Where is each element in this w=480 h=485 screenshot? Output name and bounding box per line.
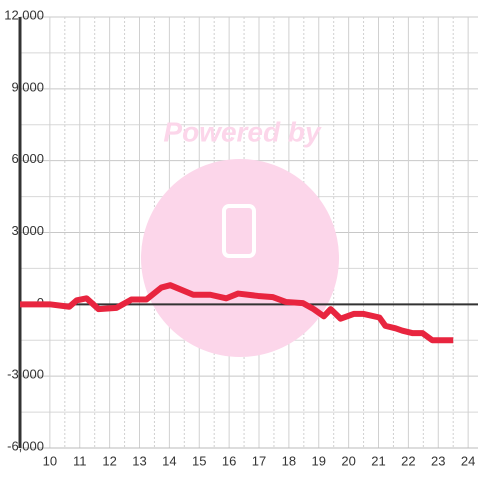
- x-tick-label: 23: [431, 453, 445, 468]
- x-tick-label: 17: [252, 453, 266, 468]
- x-tick-label: 12: [102, 453, 116, 468]
- x-tick-label: 19: [312, 453, 326, 468]
- x-tick-label: 21: [371, 453, 385, 468]
- y-tick-label: 6,000: [11, 151, 44, 166]
- y-tick-label: 12,000: [4, 7, 44, 22]
- watermark: Powered by: [141, 116, 339, 357]
- x-tick-label: 15: [192, 453, 206, 468]
- x-tick-label: 11: [73, 453, 87, 468]
- watermark-phone: [222, 204, 256, 258]
- x-tick-label: 10: [43, 453, 57, 468]
- x-tick-label: 24: [461, 453, 475, 468]
- watermark-text: Powered by: [163, 116, 322, 147]
- y-tick-label: -3,000: [7, 367, 44, 382]
- x-tick-label: 22: [401, 453, 415, 468]
- x-tick-label: 18: [282, 453, 296, 468]
- y-tick-label: 3,000: [11, 223, 44, 238]
- y-tick-label: 9,000: [11, 79, 44, 94]
- y-tick-label: -6,000: [7, 438, 44, 453]
- x-tick-label: 16: [222, 453, 236, 468]
- x-tick-label: 14: [162, 453, 176, 468]
- x-tick-label: 13: [132, 453, 146, 468]
- x-tick-label: 20: [341, 453, 355, 468]
- line: [20, 282, 454, 344]
